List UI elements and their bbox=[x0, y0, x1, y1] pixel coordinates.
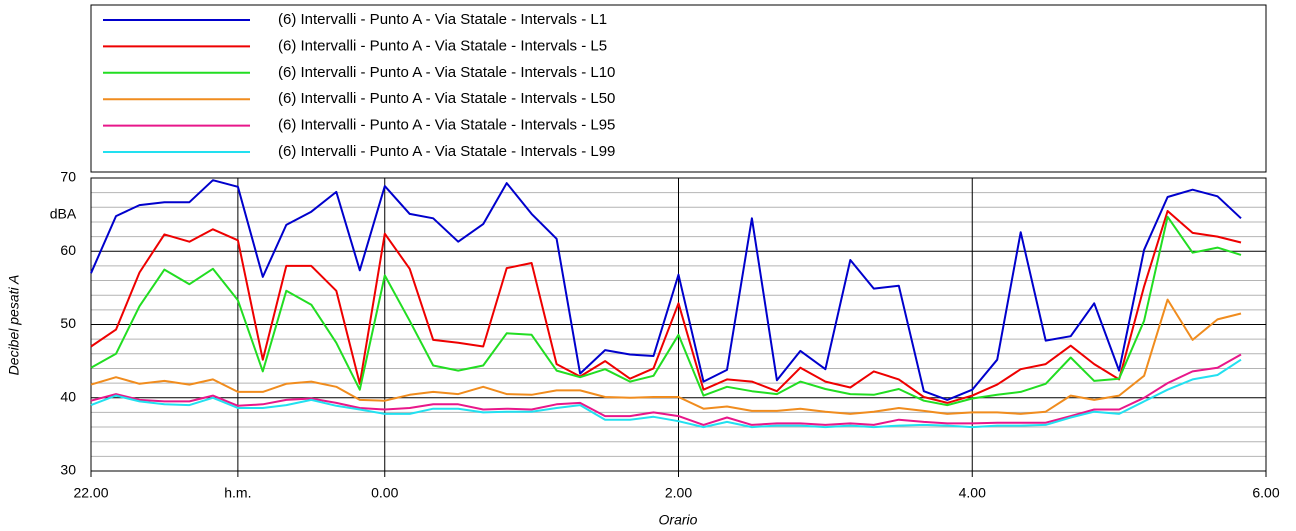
y-tick-label: 70 bbox=[60, 169, 76, 185]
x-tick-label: h.m. bbox=[224, 485, 251, 501]
series-line bbox=[90, 298, 1242, 415]
series-line bbox=[90, 358, 1242, 429]
legend-text: (6) Intervalli - Punto A - Via Statale -… bbox=[278, 64, 615, 81]
y-axis-label: Decibel pesati A bbox=[6, 275, 22, 376]
series-line bbox=[90, 353, 1242, 426]
x-tick-label: 22.00 bbox=[73, 485, 108, 501]
y-tick-label: 60 bbox=[60, 242, 76, 258]
y-tick-label: 30 bbox=[60, 462, 76, 478]
legend-text: (6) Intervalli - Punto A - Via Statale -… bbox=[278, 117, 615, 134]
y-tick-label: 50 bbox=[60, 315, 76, 331]
x-tick-label: 4.00 bbox=[959, 485, 986, 501]
legend-text: (6) Intervalli - Punto A - Via Statale -… bbox=[278, 37, 607, 54]
y-unit: dBA bbox=[50, 206, 77, 222]
y-tick-label: 40 bbox=[60, 388, 76, 404]
legend-text: (6) Intervalli - Punto A - Via Statale -… bbox=[278, 90, 615, 107]
x-axis-label: Orario bbox=[659, 512, 698, 528]
series-line bbox=[90, 179, 1242, 401]
series-line bbox=[90, 215, 1242, 407]
x-tick-label: 2.00 bbox=[665, 485, 692, 501]
series-line bbox=[90, 210, 1242, 404]
x-tick-label: 6.00 bbox=[1252, 485, 1279, 501]
legend-box bbox=[90, 4, 1267, 173]
legend-text: (6) Intervalli - Punto A - Via Statale -… bbox=[278, 143, 615, 160]
legend-text: (6) Intervalli - Punto A - Via Statale -… bbox=[278, 11, 607, 28]
x-tick-label: 0.00 bbox=[371, 485, 398, 501]
plot-frame bbox=[90, 177, 1267, 472]
